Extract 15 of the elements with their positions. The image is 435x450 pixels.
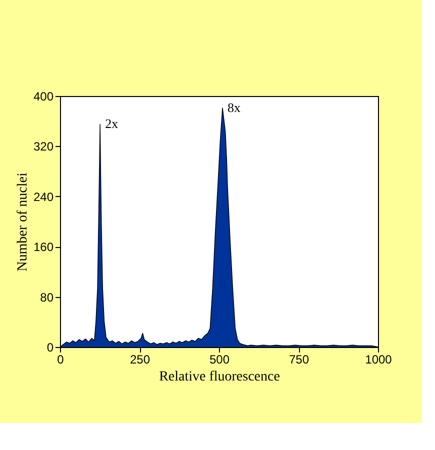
annotation: 2x [105, 116, 119, 132]
x-axis-title: Relative fluorescence [159, 370, 280, 384]
y-tick-label: 400 [33, 90, 54, 104]
y-tick-label: 240 [33, 190, 54, 204]
x-tick-label: 250 [130, 352, 150, 366]
y-axis-title: Number of nuclei [15, 172, 30, 272]
y-tick-label: 80 [40, 290, 54, 304]
y-tick-label: 320 [33, 140, 54, 154]
x-tick-label: 0 [57, 352, 64, 366]
y-tick-label: 0 [46, 340, 54, 354]
x-tick-label: 750 [288, 352, 310, 366]
x-tick-label: 1000 [365, 352, 392, 366]
y-tick-label: 160 [33, 240, 54, 254]
x-tick-label: 500 [209, 352, 230, 366]
annotation: 8x [228, 100, 241, 115]
